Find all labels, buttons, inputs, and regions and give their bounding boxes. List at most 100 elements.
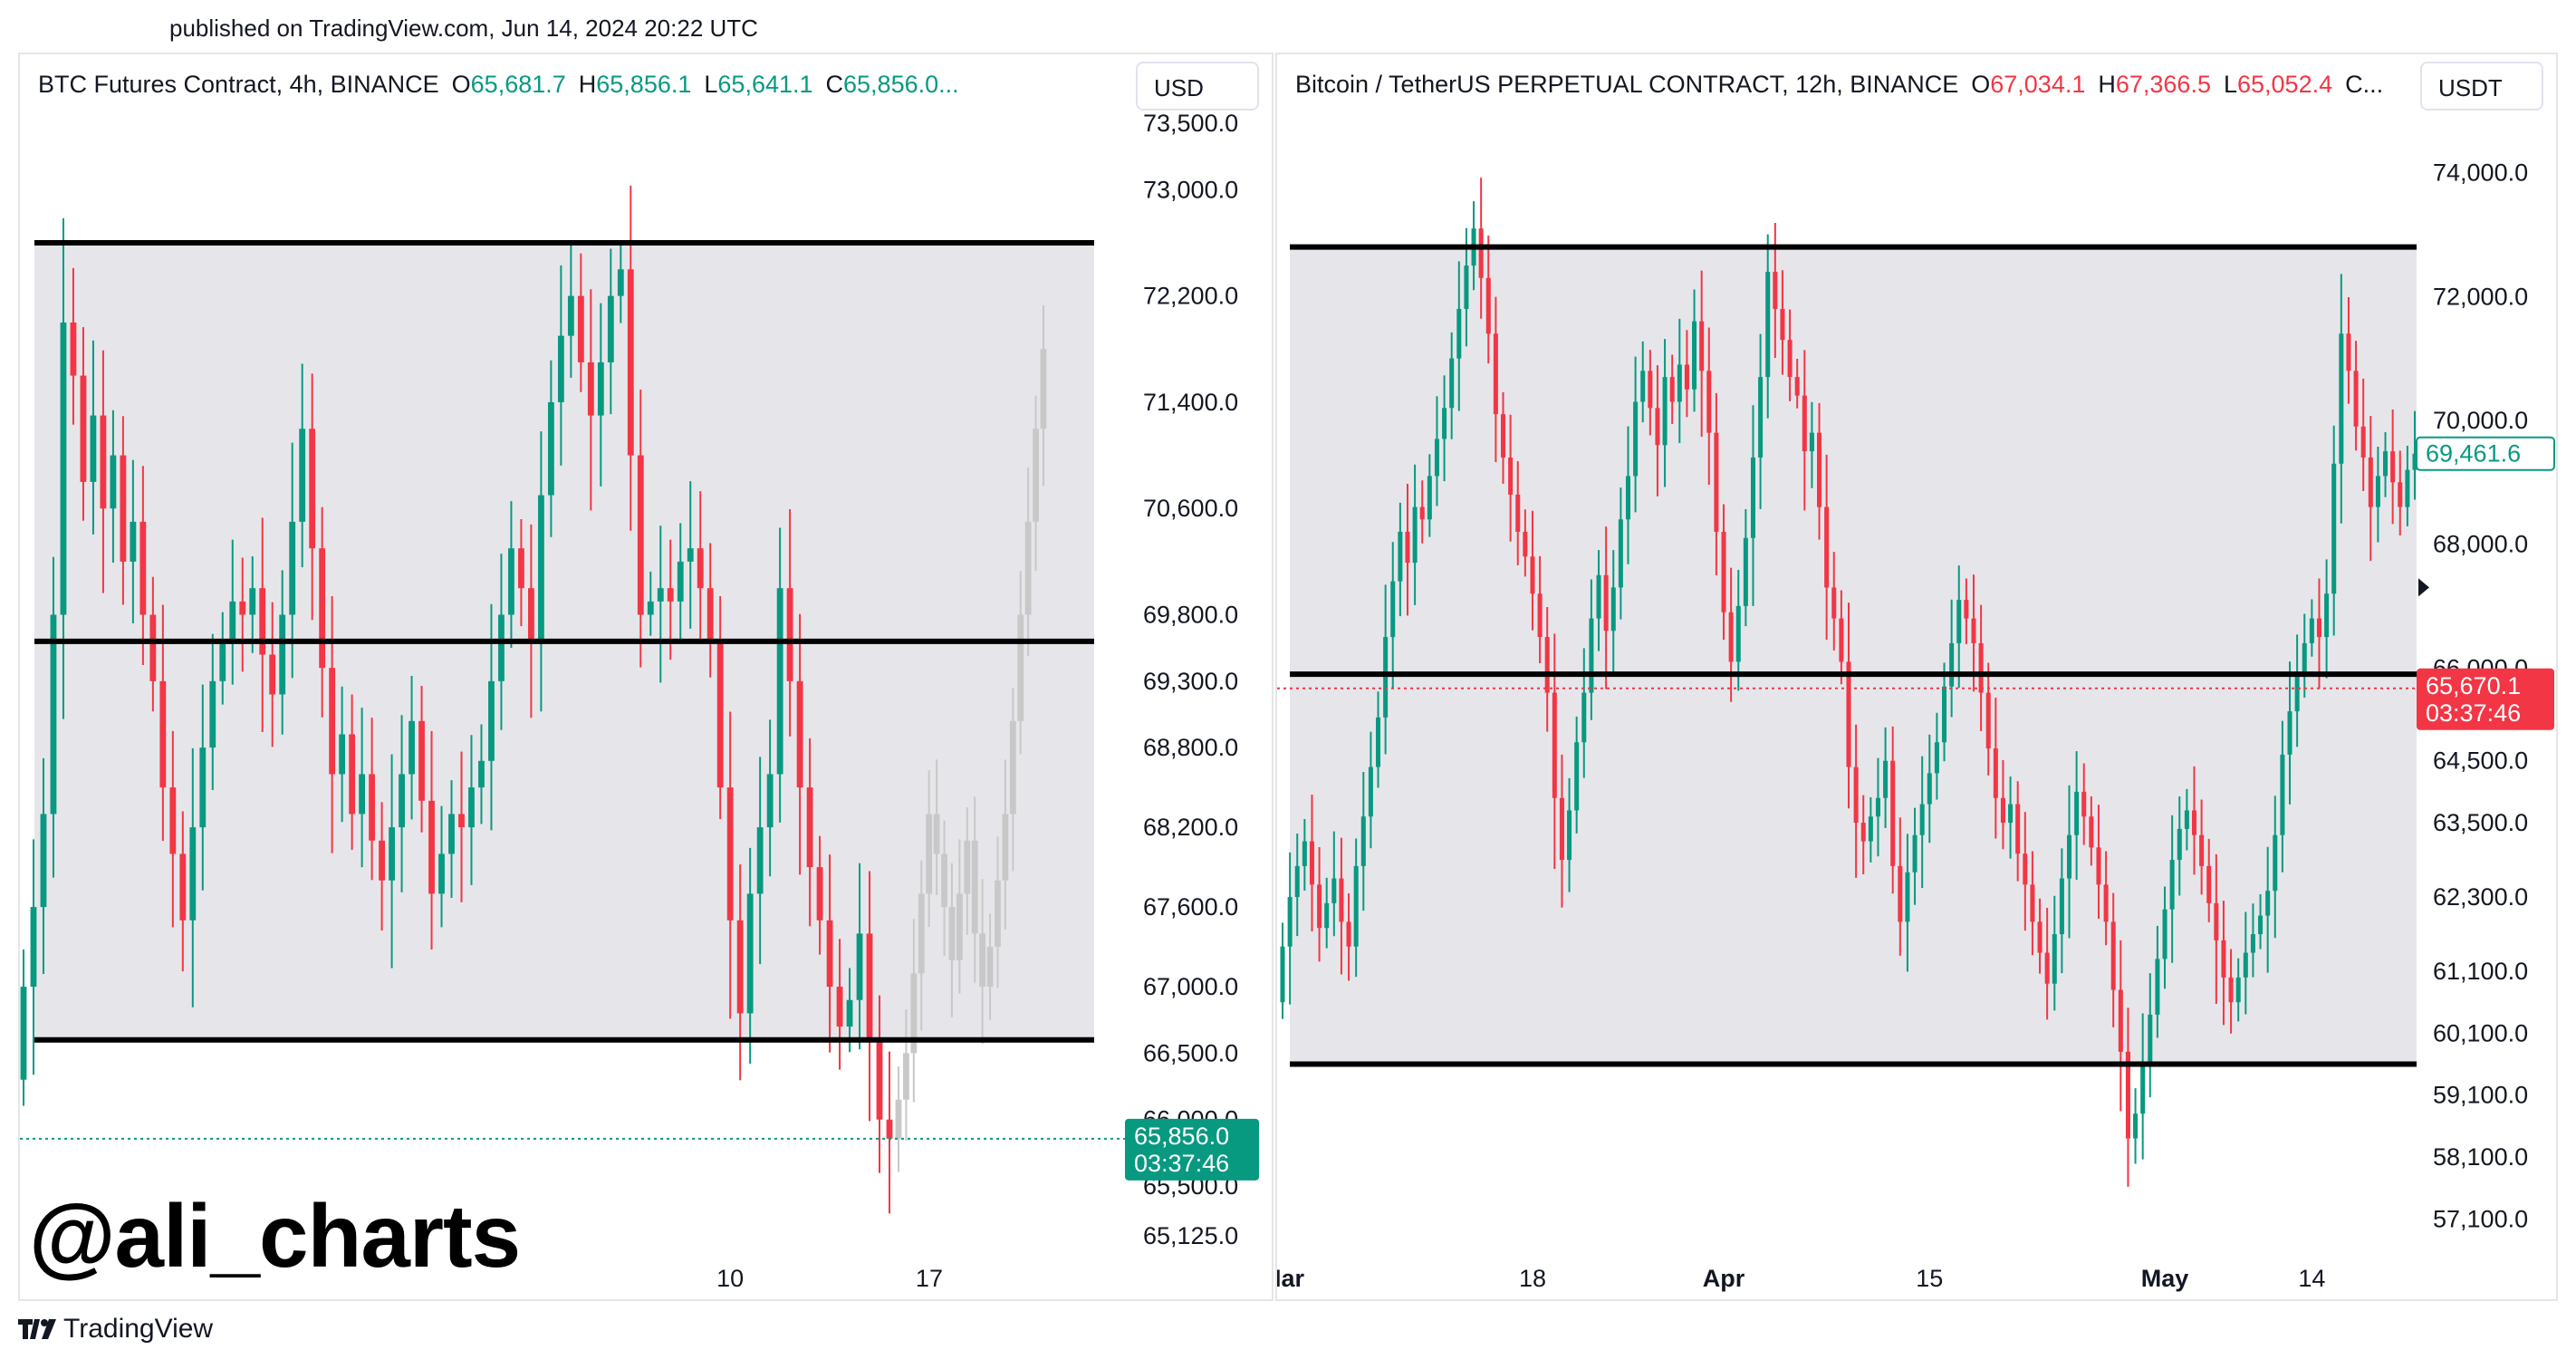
candle-body xyxy=(1773,271,1778,309)
x-axis-tick-label: Mar xyxy=(1277,1265,1304,1292)
candle-body xyxy=(1339,878,1344,922)
candle-body xyxy=(2405,469,2410,507)
candle-body xyxy=(2324,593,2330,638)
candle-body xyxy=(399,774,405,828)
candle-body xyxy=(219,641,226,681)
candle-body xyxy=(379,840,385,881)
y-axis-tick-label: 67,000.0 xyxy=(1143,973,1238,1000)
candle-body xyxy=(1515,494,1521,532)
candle-body xyxy=(1662,377,1668,446)
projection-body xyxy=(1040,349,1047,429)
candle-body xyxy=(2177,828,2182,861)
candle-body xyxy=(2096,847,2101,885)
candle-body xyxy=(179,853,187,921)
candle-body xyxy=(1376,717,1381,767)
x-axis-tick-label: 18 xyxy=(1519,1265,1546,1292)
candle-body xyxy=(279,614,286,695)
candle-body xyxy=(1309,841,1314,885)
candle-body xyxy=(269,654,276,695)
legend-low-value: 65,641.1 xyxy=(717,71,813,98)
projection-body xyxy=(941,853,947,908)
candle-body xyxy=(229,601,236,641)
candle-body xyxy=(249,588,256,615)
candle-body xyxy=(806,787,813,868)
candle-body xyxy=(677,561,684,602)
y-axis-tick-label: 73,000.0 xyxy=(1143,176,1238,203)
legend-close-label: C... xyxy=(2345,71,2384,98)
candle-body xyxy=(1456,308,1462,359)
legend-high-value: 65,856.1 xyxy=(596,71,692,98)
projection-body xyxy=(933,814,940,854)
candle-body xyxy=(1567,810,1572,861)
candle-body xyxy=(1794,377,1800,396)
tradingview-brand: TradingView xyxy=(63,1314,214,1344)
candle-body xyxy=(876,1039,883,1120)
candle-body xyxy=(1942,686,1947,743)
candle-body xyxy=(2133,1114,2139,1139)
y-axis-tick-label: 59,100.0 xyxy=(2433,1082,2528,1109)
candle-body xyxy=(1537,593,1543,638)
candle-body xyxy=(1544,637,1550,693)
candle-body xyxy=(1684,364,1689,390)
candle-body xyxy=(816,867,823,921)
y-axis-tick-label: 60,100.0 xyxy=(2433,1019,2528,1046)
candle-body xyxy=(2140,1064,2146,1114)
candle-body xyxy=(607,295,614,362)
candle-body xyxy=(1839,618,1844,662)
marker-price-tag xyxy=(2416,436,2555,471)
candle-body xyxy=(2412,453,2417,470)
candle-body xyxy=(100,415,107,509)
candle-body xyxy=(1964,600,1969,619)
candle-body xyxy=(1618,519,1623,588)
candle-body xyxy=(478,760,485,788)
countdown-label: 03:37:46 xyxy=(2426,699,2521,727)
projection-body xyxy=(895,1099,902,1139)
candle-body xyxy=(159,680,167,788)
legend-high-label: H xyxy=(578,71,597,98)
chart-legend: Bitcoin / TetherUS PERPETUAL CONTRACT, 1… xyxy=(1295,71,2383,99)
candle-body xyxy=(2059,878,2064,935)
candle-body xyxy=(199,747,207,828)
projection-body xyxy=(948,907,956,960)
legend-close-label: C xyxy=(825,71,844,98)
candle-body xyxy=(836,987,843,1027)
candle-body xyxy=(2110,921,2116,990)
candle-body xyxy=(2148,1014,2153,1065)
candle-body xyxy=(2339,333,2344,464)
candle-body xyxy=(1485,277,1491,334)
candle-body xyxy=(1500,414,1506,458)
candle-body xyxy=(289,521,296,615)
candle-body xyxy=(1449,358,1455,409)
candle-body xyxy=(1346,921,1351,947)
candle-body xyxy=(1405,531,1410,564)
legend-low-label: L xyxy=(2223,71,2237,98)
projection-body xyxy=(956,893,963,960)
candle-body xyxy=(1412,506,1418,564)
candle-body xyxy=(349,734,356,815)
candle-body xyxy=(736,920,744,1014)
candle-body xyxy=(1721,531,1726,612)
candle-body xyxy=(2250,934,2255,953)
candle-body xyxy=(2066,834,2072,879)
currency-selector[interactable]: USDT xyxy=(2420,62,2543,111)
candle-body xyxy=(1523,531,1528,557)
y-axis-tick-label: 73,500.0 xyxy=(1143,110,1238,137)
candle-body xyxy=(528,588,534,641)
candle-body xyxy=(716,641,724,788)
candle-body xyxy=(299,429,306,522)
projection-body xyxy=(926,814,933,894)
candle-body xyxy=(2309,618,2314,643)
candle-body xyxy=(1809,432,1814,452)
candle-body xyxy=(1985,692,1991,749)
candle-body xyxy=(1898,865,1903,922)
candle-body xyxy=(2103,884,2109,922)
currency-selector[interactable]: USD xyxy=(1136,62,1259,111)
candle-body xyxy=(1699,321,1705,371)
candle-body xyxy=(2191,810,2197,835)
candle-body xyxy=(2280,754,2285,835)
candle-body xyxy=(2206,865,2212,903)
candle-body xyxy=(418,720,425,801)
chart-panel-btc-futures: 73,500.0 73,000.0 72,200.0 71,400.0 70,600.0… xyxy=(18,53,1274,1301)
tradingview-logo[interactable]: TradingView xyxy=(18,1314,213,1345)
candle-body xyxy=(726,787,734,921)
